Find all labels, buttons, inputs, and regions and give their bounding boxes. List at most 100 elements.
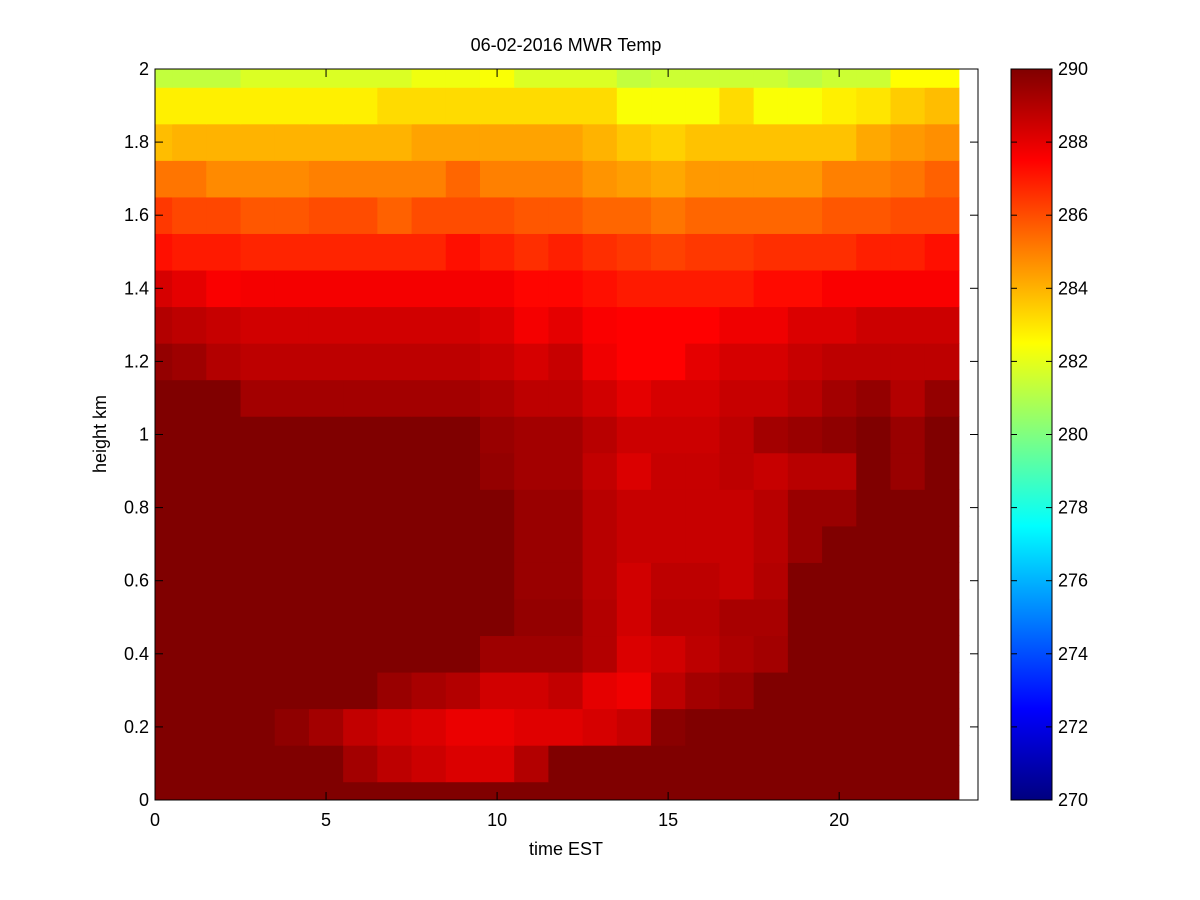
heatmap-cell: [890, 525, 926, 563]
heatmap-cell: [787, 781, 823, 801]
chart-title: 06-02-2016 MWR Temp: [471, 35, 662, 55]
heatmap-cell: [411, 416, 447, 454]
heatmap-cell: [155, 87, 173, 125]
heatmap-cell: [274, 343, 310, 381]
heatmap-cell: [240, 306, 276, 344]
heatmap-cell: [719, 416, 755, 454]
heatmap-cell: [685, 160, 720, 198]
heatmap-cell: [924, 525, 960, 563]
heatmap-cell: [753, 598, 789, 637]
heatmap-cell: [411, 160, 447, 198]
heatmap-cell: [856, 489, 891, 527]
heatmap-cell: [172, 672, 207, 710]
heatmap-cell: [924, 343, 960, 381]
heatmap-cell: [548, 598, 584, 637]
heatmap-cell: [719, 270, 755, 308]
heatmap-cell: [274, 635, 310, 673]
heatmap-cell: [206, 196, 242, 234]
heatmap-cell: [343, 306, 378, 344]
heatmap-cell: [343, 123, 378, 161]
heatmap-cell: [308, 635, 344, 673]
heatmap-cell: [411, 379, 447, 417]
heatmap-cell: [377, 452, 413, 490]
heatmap-cell: [308, 781, 344, 801]
heatmap-cell: [308, 489, 344, 527]
heatmap-cell: [479, 233, 515, 271]
heatmap-cell: [685, 306, 720, 344]
y-tick-label: 2: [139, 59, 149, 79]
heatmap-cell: [548, 160, 584, 198]
heatmap-cell: [479, 196, 515, 234]
heatmap-cell: [822, 343, 857, 381]
heatmap-cell: [787, 708, 823, 746]
heatmap-cell: [514, 123, 549, 161]
heatmap-cell: [685, 379, 720, 417]
heatmap-cell: [308, 708, 344, 746]
heatmap-cell: [308, 416, 344, 454]
heatmap-cell: [616, 745, 652, 783]
heatmap-cell: [719, 343, 755, 381]
heatmap-cell: [787, 416, 823, 454]
heatmap-cell: [308, 196, 344, 234]
heatmap-cell: [479, 379, 515, 417]
heatmap-cell: [616, 196, 652, 234]
heatmap-cell: [822, 379, 857, 417]
y-tick-label: 0.6: [124, 571, 149, 591]
heatmap-cell: [822, 416, 857, 454]
heatmap-cell: [377, 708, 413, 746]
heatmap-cell: [240, 379, 276, 417]
heatmap-cell: [343, 672, 378, 710]
heatmap-cell: [651, 562, 686, 600]
heatmap-cell: [582, 233, 618, 271]
heatmap-cell: [822, 525, 857, 563]
y-tick-label: 1.8: [124, 132, 149, 152]
heatmap-cell: [719, 598, 755, 637]
heatmap-cell: [582, 379, 618, 417]
heatmap-cell: [616, 708, 652, 746]
heatmap-cell: [377, 87, 413, 125]
heatmap-cell: [719, 379, 755, 417]
heatmap-cell: [274, 489, 310, 527]
heatmap-cell: [206, 379, 242, 417]
heatmap-cell: [274, 745, 310, 783]
heatmap-cell: [308, 306, 344, 344]
heatmap-cell: [274, 196, 310, 234]
heatmap-cell: [308, 562, 344, 600]
heatmap-cell: [206, 562, 242, 600]
heatmap-cell: [616, 781, 652, 801]
heatmap-cell: [787, 69, 823, 88]
heatmap-cell: [172, 233, 207, 271]
heatmap-cell: [719, 69, 755, 88]
heatmap-cell: [308, 123, 344, 161]
heatmap-cell: [514, 672, 549, 710]
heatmap-cell: [616, 525, 652, 563]
heatmap-cell: [155, 562, 173, 600]
heatmap-cell: [856, 343, 891, 381]
heatmap-cell: [651, 525, 686, 563]
heatmap-cell: [172, 160, 207, 198]
heatmap-cell: [616, 270, 652, 308]
heatmap-cell: [479, 598, 515, 637]
heatmap-cell: [240, 745, 276, 783]
heatmap-cell: [445, 379, 481, 417]
heatmap-cell: [274, 69, 310, 88]
heatmap-cell: [890, 123, 926, 161]
heatmap-cell: [240, 270, 276, 308]
heatmap-cell: [787, 196, 823, 234]
heatmap-cell: [548, 672, 584, 710]
heatmap-cell: [240, 708, 276, 746]
heatmap-cell: [548, 416, 584, 454]
heatmap-cell: [787, 343, 823, 381]
heatmap-cell: [890, 379, 926, 417]
heatmap-cell: [856, 598, 891, 637]
heatmap-cell: [206, 489, 242, 527]
heatmap-cell: [514, 781, 549, 801]
heatmap-cell: [753, 379, 789, 417]
heatmap-cell: [479, 635, 515, 673]
heatmap-cell: [890, 452, 926, 490]
heatmap-cell: [822, 69, 857, 88]
heatmap-cell: [616, 233, 652, 271]
heatmap-cell: [274, 416, 310, 454]
heatmap-cell: [479, 123, 515, 161]
heatmap-cell: [651, 306, 686, 344]
